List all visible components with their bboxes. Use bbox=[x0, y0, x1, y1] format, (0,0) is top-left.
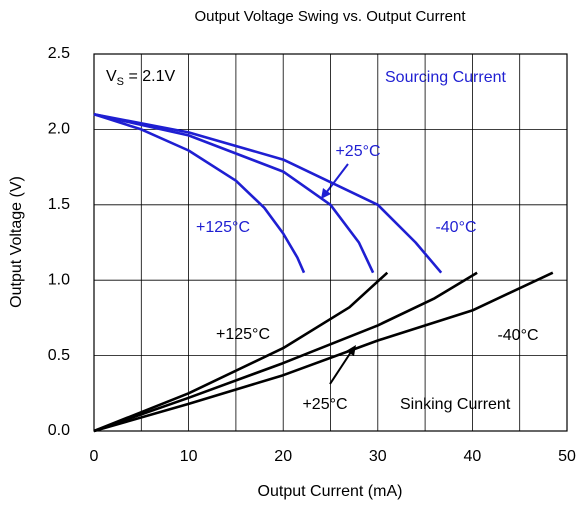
series-line bbox=[93, 113, 443, 274]
x-tick-label: 0 bbox=[90, 448, 99, 465]
arrow bbox=[329, 351, 352, 385]
supply-v: V bbox=[106, 68, 117, 85]
x-axis-label: Output Current (mA) bbox=[258, 483, 403, 500]
sourcing-label: Sourcing Current bbox=[385, 69, 507, 86]
x-tick-label: 40 bbox=[464, 448, 482, 465]
series-label: -40°C bbox=[497, 327, 538, 344]
y-tick-label: 2.0 bbox=[48, 121, 70, 138]
y-tick-label: 2.5 bbox=[48, 45, 70, 62]
chart-title: Output Voltage Swing vs. Output Current bbox=[195, 8, 467, 25]
series-label: +25°C bbox=[335, 143, 380, 160]
series-label: +125°C bbox=[216, 326, 270, 343]
series-line bbox=[93, 271, 478, 433]
sinking-label: Sinking Current bbox=[400, 396, 511, 413]
series-line bbox=[93, 113, 306, 274]
series-label: -40°C bbox=[435, 219, 476, 236]
plot-border bbox=[93, 53, 568, 432]
arrow-head bbox=[321, 188, 331, 199]
series-line bbox=[93, 271, 554, 433]
series-line bbox=[93, 271, 389, 433]
y-tick-label: 0.5 bbox=[48, 347, 70, 364]
series-label: +25°C bbox=[302, 396, 347, 413]
y-tick-label: 0.0 bbox=[48, 422, 70, 439]
x-tick-label: 10 bbox=[180, 448, 198, 465]
arrow bbox=[325, 163, 349, 194]
supply-label: VS = 2.1V bbox=[106, 68, 175, 88]
x-tick-label: 30 bbox=[369, 448, 387, 465]
x-tick-label: 20 bbox=[274, 448, 292, 465]
supply-rest: = 2.1V bbox=[124, 68, 175, 85]
supply-sub: S bbox=[117, 76, 124, 88]
y-tick-label: 1.5 bbox=[48, 196, 70, 213]
y-tick-label: 1.0 bbox=[48, 271, 70, 288]
y-axis-label: Output Voltage (V) bbox=[8, 176, 25, 308]
series-label: +125°C bbox=[196, 219, 250, 236]
x-tick-label: 50 bbox=[558, 448, 576, 465]
series-line bbox=[93, 113, 375, 274]
